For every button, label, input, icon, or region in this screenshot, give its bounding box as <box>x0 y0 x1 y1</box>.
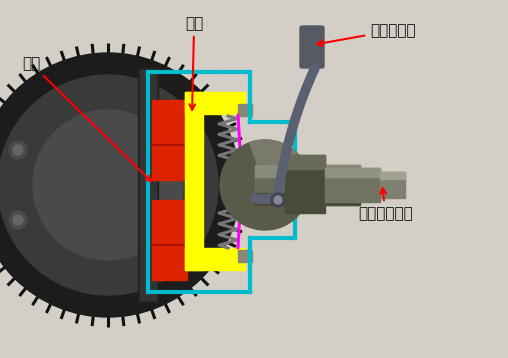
Bar <box>140 70 156 300</box>
Text: 飞轮: 飞轮 <box>22 56 151 182</box>
Bar <box>138 68 158 302</box>
Bar <box>325 168 380 177</box>
Circle shape <box>13 145 23 155</box>
Circle shape <box>0 53 240 317</box>
Bar <box>380 172 405 198</box>
Bar <box>255 165 360 177</box>
Text: 變速箱輸入軸: 變速箱輸入軸 <box>358 188 412 221</box>
Bar <box>380 172 405 179</box>
Bar <box>152 100 187 180</box>
Bar <box>255 193 360 205</box>
Text: 壓板: 壓板 <box>185 16 203 110</box>
Circle shape <box>271 193 285 207</box>
Bar <box>285 155 325 169</box>
Bar <box>185 92 245 114</box>
Bar <box>238 250 252 262</box>
Circle shape <box>220 140 310 230</box>
Bar <box>255 165 360 205</box>
Text: 離合器踏板: 離合器踏板 <box>317 23 416 46</box>
Bar <box>325 168 380 202</box>
Bar <box>152 200 187 280</box>
Bar <box>185 248 245 270</box>
Circle shape <box>9 141 27 159</box>
Circle shape <box>274 196 282 204</box>
Circle shape <box>13 215 23 225</box>
Bar <box>285 155 325 213</box>
FancyBboxPatch shape <box>300 26 324 68</box>
Bar <box>185 92 203 270</box>
Circle shape <box>33 110 183 260</box>
Bar <box>238 104 252 116</box>
Circle shape <box>9 211 27 229</box>
Wedge shape <box>249 140 310 185</box>
Circle shape <box>0 75 218 295</box>
